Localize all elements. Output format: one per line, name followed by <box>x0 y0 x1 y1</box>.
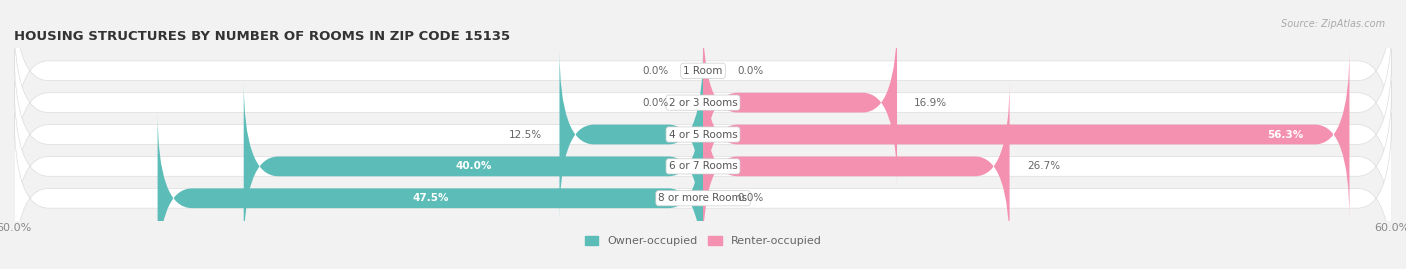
Text: 6 or 7 Rooms: 6 or 7 Rooms <box>669 161 737 171</box>
Text: 47.5%: 47.5% <box>412 193 449 203</box>
Text: 2 or 3 Rooms: 2 or 3 Rooms <box>669 98 737 108</box>
Text: 0.0%: 0.0% <box>643 66 669 76</box>
FancyBboxPatch shape <box>14 112 1392 269</box>
FancyBboxPatch shape <box>703 49 1350 220</box>
Text: 40.0%: 40.0% <box>456 161 492 171</box>
FancyBboxPatch shape <box>14 81 1392 252</box>
Text: 26.7%: 26.7% <box>1026 161 1060 171</box>
Legend: Owner-occupied, Renter-occupied: Owner-occupied, Renter-occupied <box>585 236 821 246</box>
Text: Source: ZipAtlas.com: Source: ZipAtlas.com <box>1281 19 1385 29</box>
Text: 16.9%: 16.9% <box>914 98 948 108</box>
Text: 0.0%: 0.0% <box>738 193 763 203</box>
FancyBboxPatch shape <box>157 112 703 269</box>
Text: 8 or more Rooms: 8 or more Rooms <box>658 193 748 203</box>
Text: HOUSING STRUCTURES BY NUMBER OF ROOMS IN ZIP CODE 15135: HOUSING STRUCTURES BY NUMBER OF ROOMS IN… <box>14 30 510 43</box>
FancyBboxPatch shape <box>243 81 703 252</box>
FancyBboxPatch shape <box>703 81 1010 252</box>
Text: 1 Room: 1 Room <box>683 66 723 76</box>
Text: 56.3%: 56.3% <box>1267 129 1303 140</box>
FancyBboxPatch shape <box>14 17 1392 188</box>
Text: 0.0%: 0.0% <box>738 66 763 76</box>
FancyBboxPatch shape <box>703 17 897 188</box>
FancyBboxPatch shape <box>560 49 703 220</box>
Text: 4 or 5 Rooms: 4 or 5 Rooms <box>669 129 737 140</box>
FancyBboxPatch shape <box>14 0 1392 157</box>
FancyBboxPatch shape <box>14 49 1392 220</box>
Text: 0.0%: 0.0% <box>643 98 669 108</box>
Text: 12.5%: 12.5% <box>509 129 543 140</box>
